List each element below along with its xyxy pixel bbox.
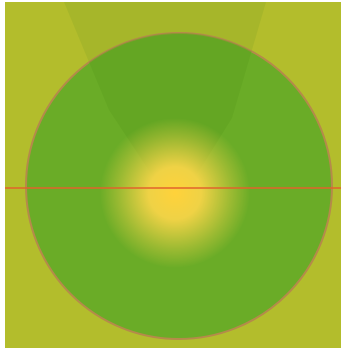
center-glow	[100, 118, 250, 268]
